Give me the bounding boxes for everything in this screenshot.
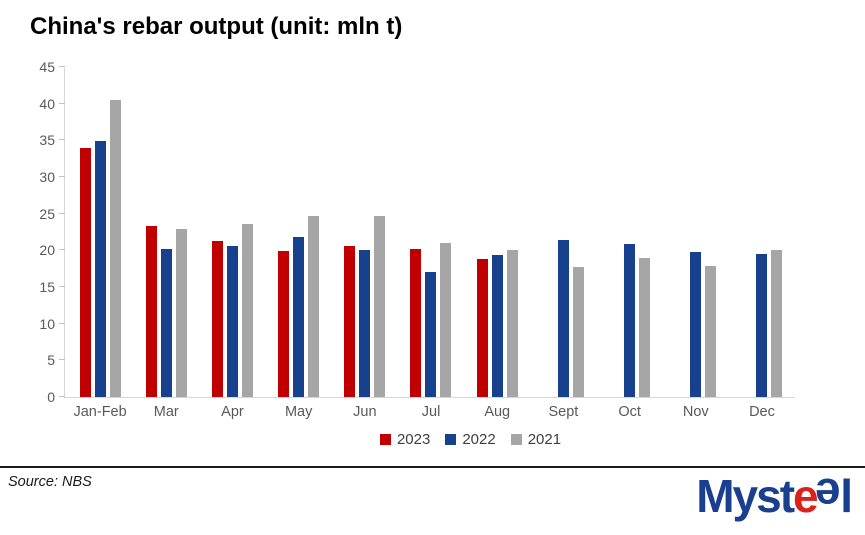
x-axis-label: May [284, 404, 313, 420]
x-axis-label: Apr [221, 404, 244, 420]
y-tick-label: 25 [39, 205, 55, 222]
legend-item-2022: 2022 [445, 431, 496, 448]
legend-label: 2023 [396, 431, 431, 448]
legend: 2023 2022 2021 [38, 431, 865, 448]
legend-swatch-icon [510, 434, 522, 445]
bar-group-jun [344, 68, 386, 397]
legend-item-2021: 2021 [510, 431, 562, 448]
bar-2021-oct [638, 257, 650, 397]
y-tick-mark [59, 102, 65, 104]
x-axis-label: Nov [682, 404, 709, 420]
logo-letter-l: l [840, 470, 853, 522]
bar-2022-sept [557, 239, 569, 397]
y-tick-label: 30 [39, 169, 55, 185]
bar-group-jul [410, 68, 452, 397]
legend-item-2023: 2023 [379, 431, 431, 448]
x-axis-label: Jan-Feb [73, 404, 127, 420]
bar-group-oct [609, 68, 650, 397]
bar-2023-jun [344, 245, 356, 397]
bar-2022-mar [160, 248, 172, 397]
y-tick-label: 35 [39, 132, 55, 149]
bar-2022-apr [226, 245, 238, 397]
y-tick-label: 20 [39, 242, 55, 259]
x-axis-label: Jul [421, 404, 441, 420]
y-tick-mark [59, 212, 65, 214]
divider-line [0, 466, 865, 468]
x-axis-label: Dec [749, 404, 775, 420]
y-tick-mark [59, 396, 65, 397]
bar-2022-oct [623, 244, 635, 397]
bar-2023-apr [211, 241, 223, 397]
bar-2023-jan-feb [79, 147, 91, 397]
x-axis-labels: Jan-Feb Mar Apr May Jun Jul Aug Sept Oct Nov Dec [67, 404, 795, 420]
x-axis-label: Aug [484, 404, 511, 420]
bar-2022-dec [756, 253, 768, 397]
bar-2021-apr [241, 223, 253, 397]
y-tick-label: 10 [39, 315, 55, 332]
bar-group-dec [741, 68, 783, 397]
x-axis-label: Sept [548, 404, 579, 420]
y-tick-mark [59, 249, 65, 251]
bar-2022-jul [425, 271, 437, 397]
bar-group-aug [476, 68, 518, 397]
bar-2022-jun [359, 249, 371, 397]
bar-2023-mar [145, 225, 157, 397]
bar-2022-aug [491, 254, 503, 397]
logo-letter-e-blue-rotated: e [816, 469, 841, 521]
bars-area [67, 68, 795, 397]
y-tick-mark [59, 322, 65, 324]
bar-2021-may [308, 215, 320, 397]
bar-2022-jan-feb [94, 141, 106, 397]
logo-text-myst: Myst [696, 470, 795, 522]
plot-area: 0 5 10 15 20 25 30 35 40 45 Jan-Feb Mar Apr May Jun Ju… [39, 60, 795, 420]
bar-2023-jul [410, 248, 422, 397]
bar-2021-sept [572, 267, 584, 397]
bar-2021-jul [440, 242, 452, 397]
legend-swatch-icon [445, 434, 457, 445]
logo-letter-e-red: e [793, 470, 819, 522]
bar-2021-jun [374, 216, 386, 397]
y-tick-label: 0 [47, 389, 55, 405]
legend-label: 2021 [527, 431, 562, 448]
bar-2021-dec [771, 249, 783, 397]
bar-group-apr [211, 68, 253, 397]
bar-2022-may [293, 236, 305, 397]
bar-group-may [278, 68, 320, 397]
y-tick-mark [59, 176, 65, 177]
bar-group-mar [145, 68, 187, 397]
mysteel-logo: Mysteel [696, 469, 853, 522]
bar-2021-mar [175, 228, 187, 397]
y-tick-mark [59, 359, 65, 361]
x-axis-label: Oct [618, 404, 641, 420]
x-axis-label: Jun [353, 404, 377, 420]
source-label: Source: NBS [8, 474, 92, 490]
bar-2021-jan-feb [109, 99, 121, 397]
x-axis-label: Mar [153, 404, 179, 420]
chart-title: China's rebar output (unit: mln t) [30, 13, 403, 40]
bar-group-nov [675, 68, 717, 397]
y-tick-label: 45 [39, 59, 55, 75]
bar-2023-aug [476, 259, 488, 397]
bar-2021-nov [705, 266, 717, 397]
y-tick-label: 15 [39, 279, 55, 295]
bar-2023-may [278, 250, 290, 397]
y-tick-mark [59, 286, 65, 287]
y-tick-label: 5 [47, 352, 55, 369]
bar-group-sept [543, 68, 584, 397]
y-tick-label: 40 [39, 95, 55, 112]
y-tick-mark [59, 139, 65, 141]
bar-2021-aug [506, 249, 518, 397]
bar-group-jan-feb [79, 68, 121, 397]
y-tick-mark [59, 66, 65, 67]
legend-label: 2022 [462, 431, 496, 448]
bar-2022-nov [690, 251, 702, 397]
legend-swatch-icon [379, 434, 391, 445]
